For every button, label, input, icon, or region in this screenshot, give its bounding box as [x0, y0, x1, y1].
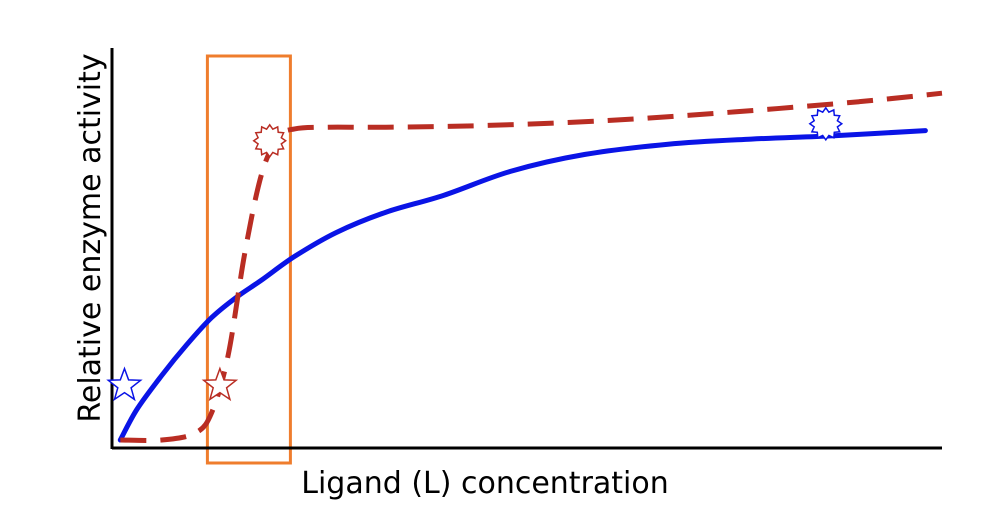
- series-line-dashed: [120, 90, 943, 443]
- marks-layer: [106, 106, 844, 402]
- x-axis-label: Ligand (L) concentration: [301, 466, 669, 501]
- star-marker-1: [106, 366, 143, 402]
- starburst-marker-4: [808, 106, 844, 142]
- plot-layer: [117, 54, 943, 465]
- series-line-solid: [117, 128, 928, 443]
- star-marker-2: [201, 366, 239, 402]
- highlight-box: [205, 54, 292, 465]
- y-axis-label: Relative enzyme activity: [73, 53, 108, 422]
- starburst-marker-3: [252, 123, 288, 159]
